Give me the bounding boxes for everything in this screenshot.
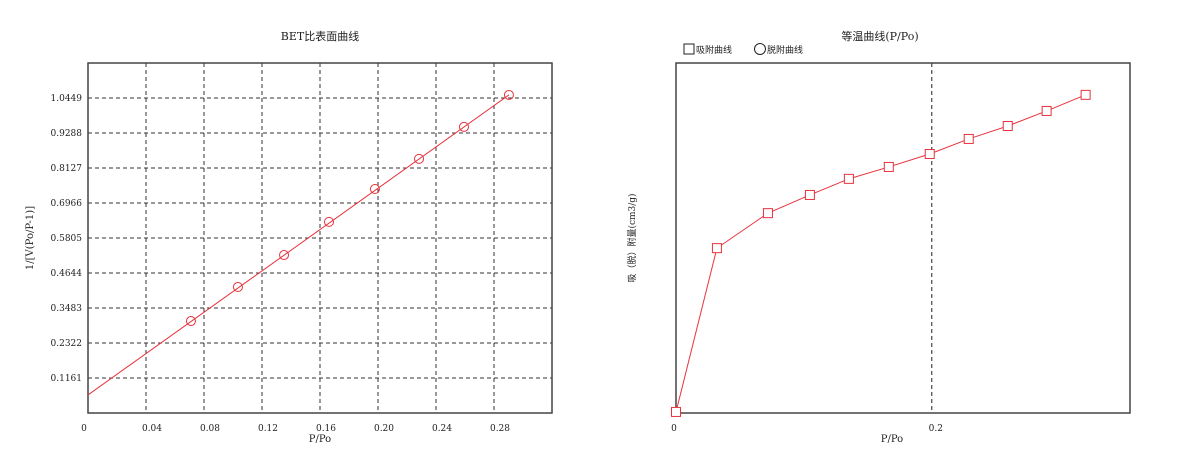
bet-data-point — [185, 316, 196, 327]
isotherm-data-point — [883, 161, 894, 172]
isotherm-data-point — [671, 406, 681, 417]
isotherm-data-point — [963, 133, 974, 144]
bet-data-point — [279, 250, 290, 261]
bet-data-point — [458, 121, 469, 132]
bet-data-point — [369, 184, 380, 195]
bet-title: BET比表面曲线 — [281, 29, 359, 43]
isotherm-x-tick-label: 0 — [671, 424, 677, 434]
bet-data-point — [323, 216, 334, 227]
bet-marks — [87, 89, 514, 396]
bet-y-tick-label: 0.1161 — [51, 374, 83, 384]
legend-adsorption: 吸附曲线 — [696, 44, 732, 56]
bet-x-tick-label: 0.04 — [142, 424, 162, 434]
isotherm-data-point — [1041, 105, 1052, 116]
bet-y-tick-label: 0.4644 — [51, 269, 83, 279]
legend: 吸附曲线 脱附曲线 — [683, 43, 803, 56]
isotherm-x-label: P/Po — [881, 434, 903, 445]
isotherm-data-point — [924, 149, 935, 159]
bet-y-ticks: 0.1161 0.2322 0.3483 0.4644 0.5805 0.6966 0.81… — [51, 94, 83, 384]
isotherm-x-ticks: 0 0.2 — [671, 424, 943, 434]
isotherm-y-label: 吸（脱）附量(cm3/g) — [626, 193, 638, 282]
isotherm-series-line — [675, 94, 1086, 413]
legend-circle-icon — [754, 43, 766, 55]
bet-fit-line — [87, 94, 510, 396]
isotherm-data-point — [711, 243, 722, 254]
legend-desorption: 脱附曲线 — [767, 44, 803, 56]
isotherm-title: 等温曲线(P/Po) — [841, 29, 918, 43]
bet-x-tick-label: 0 — [81, 424, 87, 434]
bet-x-ticks: 0 0.04 0.08 0.12 0.16 0.20 0.24 0.28 — [81, 424, 510, 434]
isotherm-plot-frame — [675, 62, 1131, 414]
bet-x-tick-label: 0.08 — [200, 424, 220, 434]
bet-y-tick-label: 1.0449 — [51, 94, 83, 104]
bet-y-tick-label: 0.8127 — [51, 164, 83, 174]
bet-y-tick-label: 0.9288 — [51, 129, 83, 139]
isotherm-x-tick-label: 0.2 — [929, 424, 943, 434]
bet-y-tick-label: 0.2322 — [51, 339, 83, 349]
bet-x-label: P/Po — [309, 434, 331, 445]
bet-x-tick-label: 0.16 — [316, 424, 336, 434]
bet-chart: BET比表面曲线 0 0.04 0.08 0.12 0.16 0.20 0.24 0.28 0… — [25, 29, 553, 445]
bet-grid — [88, 63, 552, 413]
bet-x-tick-label: 0.20 — [374, 424, 394, 434]
bet-y-tick-label: 0.5805 — [51, 234, 83, 244]
isotherm-data-point — [804, 189, 815, 200]
isotherm-marks — [671, 89, 1091, 417]
bet-y-tick-label: 0.6966 — [51, 199, 83, 209]
isotherm-data-point — [843, 173, 854, 184]
bet-data-point — [232, 281, 243, 292]
bet-plot-frame — [87, 62, 553, 414]
bet-x-tick-label: 0.24 — [432, 424, 452, 434]
isotherm-data-point — [1002, 121, 1013, 131]
bet-x-tick-label: 0.12 — [258, 424, 278, 434]
isotherm-data-point — [762, 208, 773, 219]
bet-y-tick-label: 0.3483 — [51, 304, 83, 314]
bet-data-point — [414, 153, 425, 164]
isotherm-data-point — [1080, 89, 1091, 100]
isotherm-chart: 等温曲线(P/Po) 吸附曲线 脱附曲线 0 0.2 P/Po 吸（脱）附量(cm… — [626, 29, 1131, 445]
bet-data-point — [503, 89, 514, 100]
bet-y-label: 1/[V(Po/P-1)] — [25, 206, 36, 270]
bet-x-tick-label: 0.28 — [490, 424, 510, 434]
legend-square-icon — [683, 43, 695, 55]
